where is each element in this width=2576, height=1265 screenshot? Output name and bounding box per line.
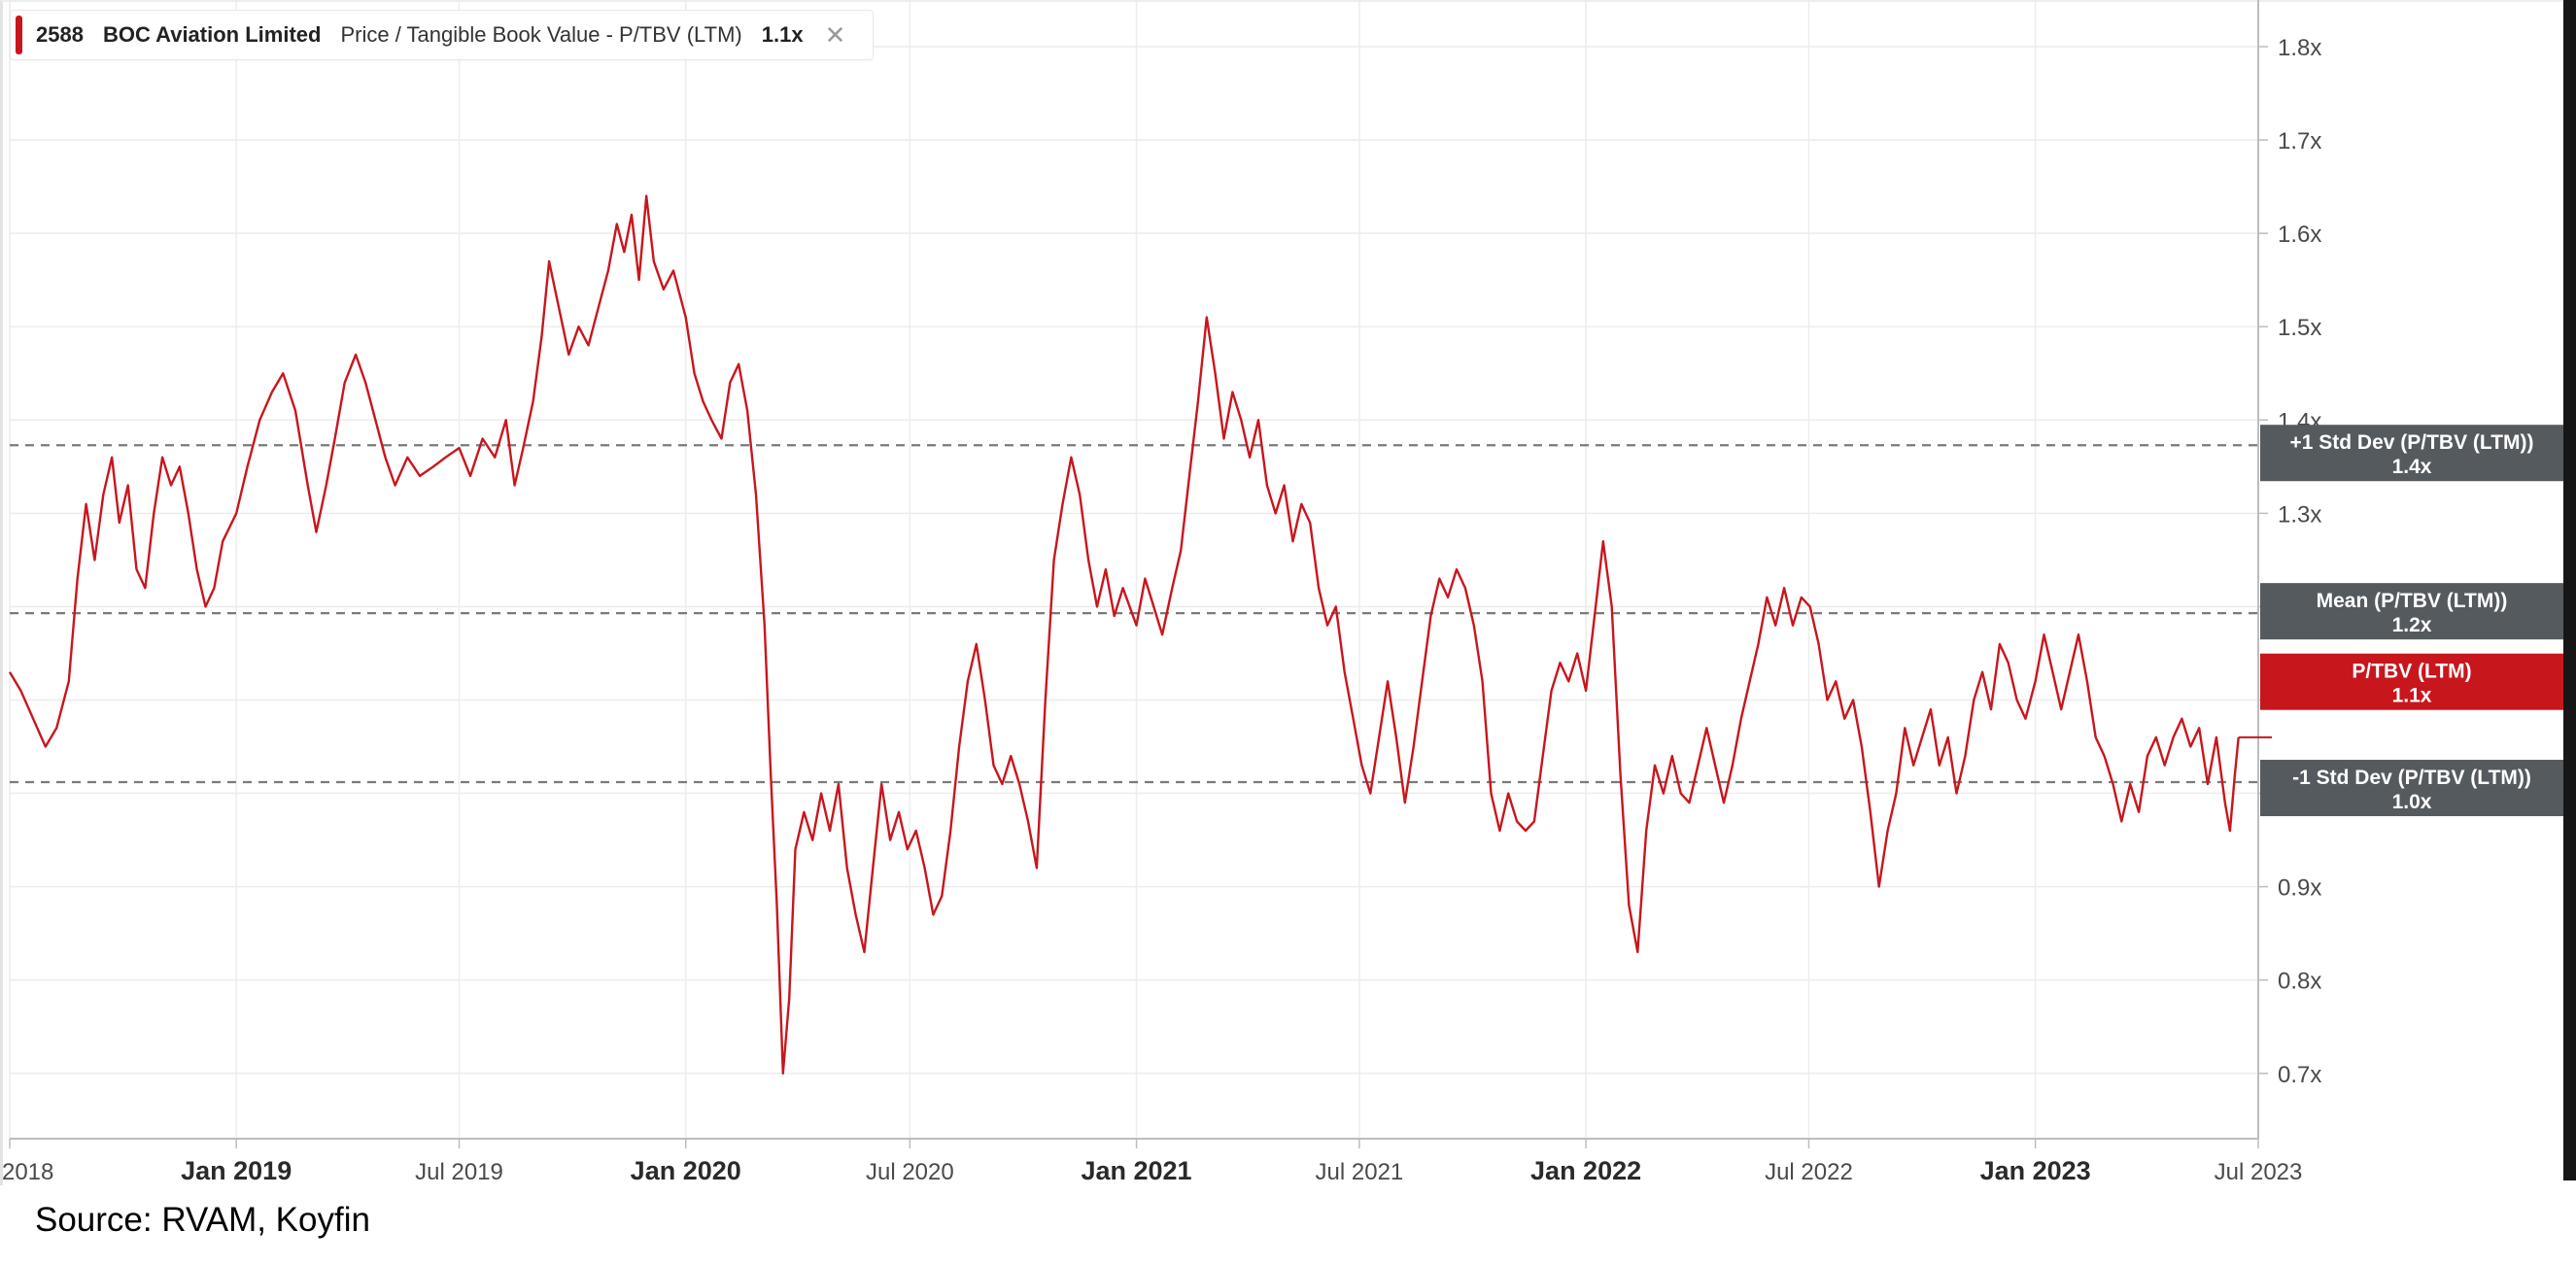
- x-tick-label: Jan 2020: [631, 1156, 741, 1185]
- y-tick-label: 1.3x: [2278, 501, 2321, 528]
- x-tick-label: Jul 2022: [1765, 1159, 1853, 1185]
- x-tick-label: Jan 2019: [181, 1156, 292, 1185]
- current-value-badge: P/TBV (LTM)1.1x: [2260, 653, 2563, 710]
- y-tick-label: 1.6x: [2278, 222, 2321, 248]
- x-tick-label: Jul 2023: [2215, 1159, 2303, 1185]
- x-tick-label: Jan 2021: [1081, 1156, 1191, 1185]
- window-edge: [2563, 0, 2576, 1180]
- chart-svg: Jul 2018 Jan 2019 Jul 2019 Jan 2020 Jul 2020…: [0, 0, 2563, 1185]
- mean-badge-value: 1.2x: [2392, 614, 2432, 636]
- mean-badge-label: Mean (P/TBV (LTM)): [2317, 590, 2508, 612]
- mean-badge-bg: [2260, 583, 2563, 640]
- minus-std-badge-value: 1.0x: [2392, 791, 2432, 813]
- mean-badge: Mean (P/TBV (LTM))1.2x: [2260, 583, 2563, 640]
- source-note: Source: RVAM, Koyfin: [35, 1201, 370, 1239]
- y-tick-label: 1.8x: [2278, 35, 2321, 61]
- series-line: [8, 194, 2240, 1075]
- series-legend[interactable]: 2588 BOC Aviation Limited Price / Tangib…: [10, 10, 875, 60]
- x-tick-label: Jul 2020: [866, 1159, 954, 1185]
- series-color-swatch: [16, 16, 22, 54]
- current-value-badge-bg: [2260, 653, 2563, 710]
- minus-std-badge: -1 Std Dev (P/TBV (LTM))1.0x: [2260, 760, 2563, 817]
- y-tick-label: 0.7x: [2278, 1062, 2321, 1088]
- y-tick-label: 0.9x: [2278, 875, 2321, 902]
- chart-frame: [0, 0, 2576, 1185]
- legend-metric: Price / Tangible Book Value - P/TBV (LTM…: [340, 22, 742, 47]
- y-tick-label: 1.5x: [2278, 315, 2321, 341]
- plus-std-badge-label: +1 Std Dev (P/TBV (LTM)): [2289, 431, 2533, 454]
- legend-company: BOC Aviation Limited: [102, 22, 322, 47]
- axis-badges: +1 Std Dev (P/TBV (LTM))1.4x Mean (P/TBV …: [2260, 425, 2563, 817]
- y-tick-label: 1.7x: [2278, 128, 2321, 154]
- x-tick-label: Jan 2022: [1530, 1156, 1641, 1185]
- plus-std-badge-bg: [2260, 425, 2563, 482]
- series-layer: [8, 194, 2272, 1075]
- legend-value: 1.1x: [761, 22, 804, 47]
- reference-lines: [10, 444, 2272, 784]
- minus-std-badge-label: -1 Std Dev (P/TBV (LTM)): [2292, 767, 2531, 789]
- plus-std-badge: +1 Std Dev (P/TBV (LTM))1.4x: [2260, 425, 2563, 482]
- x-tick-label: Jul 2021: [1316, 1159, 1404, 1185]
- current-value-badge-label: P/TBV (LTM): [2352, 661, 2471, 683]
- x-tick-label: Jan 2023: [1980, 1156, 2091, 1185]
- axes: Jul 2018 Jan 2019 Jul 2019 Jan 2020 Jul 2020…: [0, 0, 2321, 1185]
- x-tick-label: Jul 2018: [0, 1159, 53, 1185]
- current-value-badge-value: 1.1x: [2392, 685, 2432, 707]
- legend-ticker: 2588: [36, 22, 84, 47]
- x-tick-label: Jul 2019: [415, 1159, 503, 1185]
- close-icon[interactable]: ✕: [824, 20, 846, 50]
- minus-std-badge-bg: [2260, 760, 2563, 817]
- plus-std-badge-value: 1.4x: [2392, 456, 2432, 478]
- gridlines: [9, 0, 2259, 1139]
- y-tick-label: 0.8x: [2278, 969, 2321, 995]
